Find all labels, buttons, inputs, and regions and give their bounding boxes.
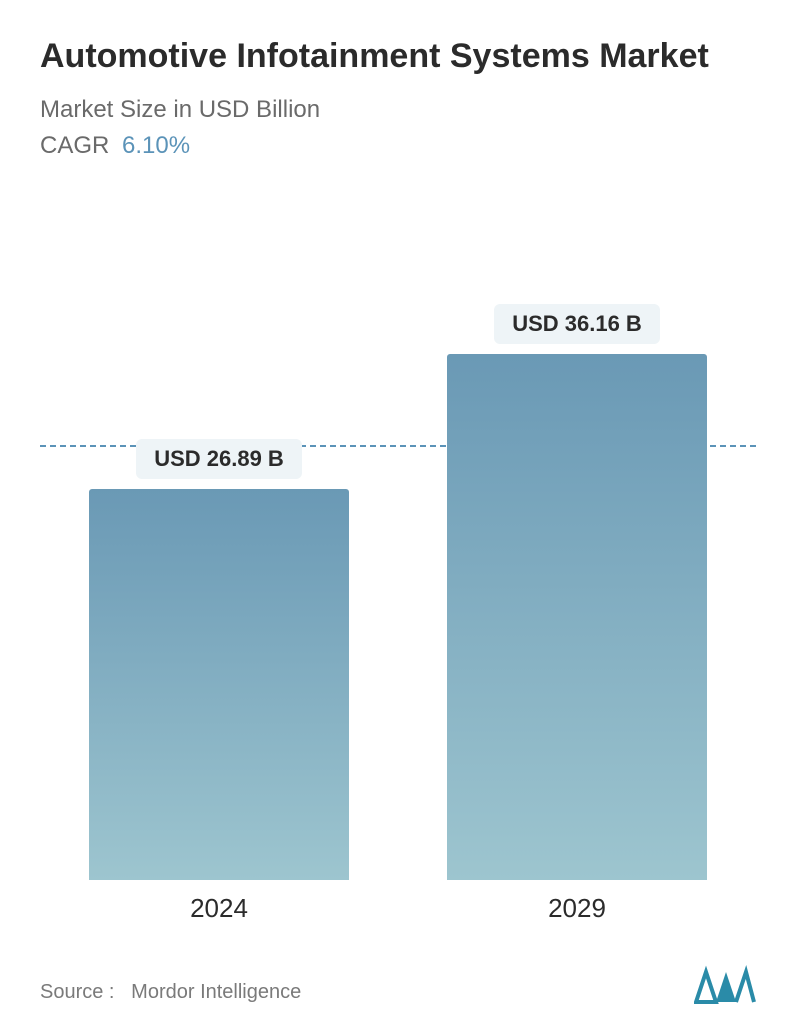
cagr-row: CAGR 6.10% [40, 132, 756, 160]
mordor-logo-icon [694, 964, 756, 1004]
bars-row: USD 26.89 B USD 36.16 B [40, 260, 756, 880]
x-label: 2024 [89, 893, 349, 924]
bar-group-1: USD 36.16 B [447, 304, 707, 880]
bar [447, 354, 707, 880]
source-label: Source : [40, 981, 114, 1003]
chart-area: USD 26.89 B USD 36.16 B 2024 2029 [40, 260, 756, 924]
cagr-value: 6.10% [122, 132, 190, 159]
footer: Source : Mordor Intelligence [40, 964, 756, 1004]
chart-title: Automotive Infotainment Systems Market [40, 34, 756, 78]
x-axis-labels: 2024 2029 [40, 893, 756, 924]
bar [89, 489, 349, 880]
source-text: Source : Mordor Intelligence [40, 981, 301, 1004]
bar-group-0: USD 26.89 B [89, 439, 349, 880]
x-label: 2029 [447, 893, 707, 924]
source-name: Mordor Intelligence [131, 981, 301, 1003]
value-badge: USD 36.16 B [494, 304, 660, 344]
chart-subtitle: Market Size in USD Billion [40, 96, 756, 124]
chart-container: Automotive Infotainment Systems Market M… [0, 0, 796, 1034]
value-badge: USD 26.89 B [136, 439, 302, 479]
cagr-label: CAGR [40, 132, 109, 159]
